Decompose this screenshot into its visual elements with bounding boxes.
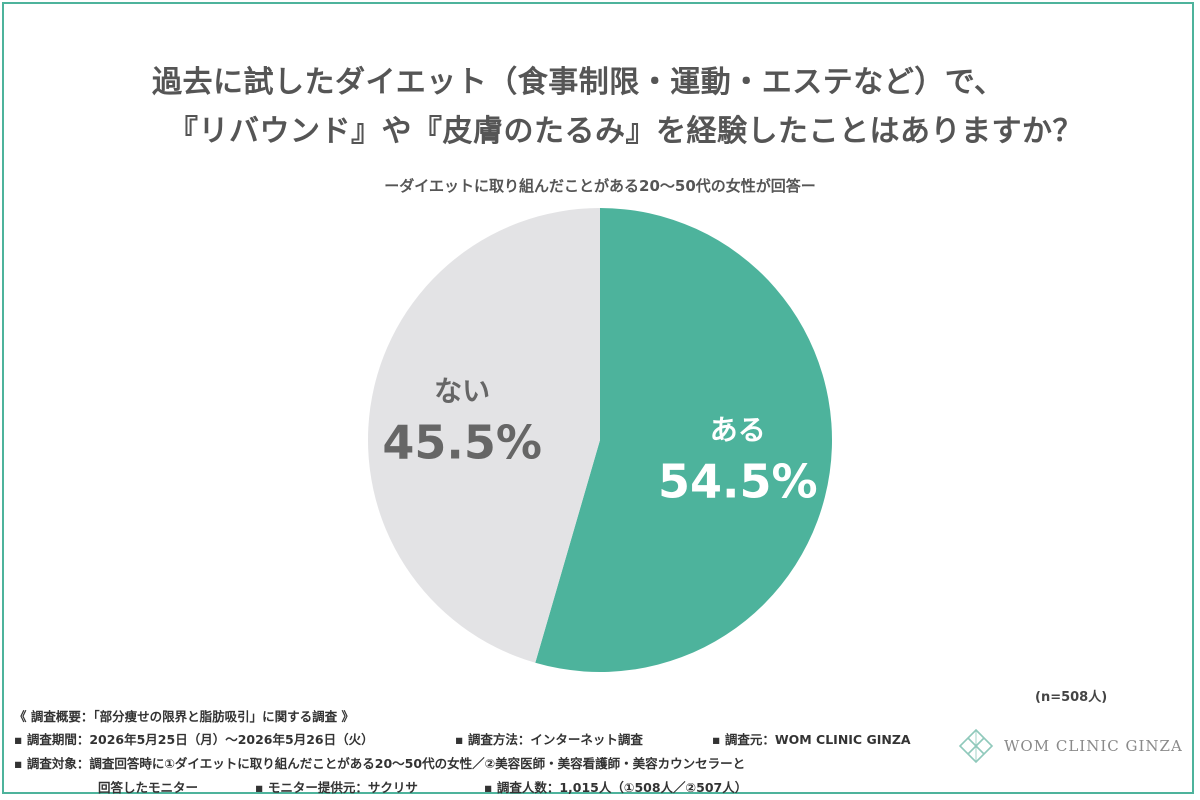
chart-title-line2: 『リバウンド』や『皮膚のたるみ』を経験したことはありますか？ xyxy=(168,114,1083,149)
pie-slice-0 xyxy=(535,208,832,672)
survey-count: ▪ 調査人数：1,015人（①508人／②507人） xyxy=(484,780,748,795)
sample-size-label: (n=508人) xyxy=(1035,690,1108,705)
survey-method: ▪ 調査方法：インターネット調査 xyxy=(455,732,643,747)
pie-slice-label-1: ない xyxy=(434,374,490,407)
survey-source: ▪ 調査元：WOM CLINIC GINZA xyxy=(712,732,911,747)
clinic-logo-text: WOM CLINIC GINZA xyxy=(1004,737,1183,755)
monitor-provider: ▪ モニター提供元：サクリサ xyxy=(255,780,418,795)
pie-slice-value-1: 45.5% xyxy=(382,415,542,469)
pie-slice-value-0: 54.5% xyxy=(658,455,818,509)
pie-slice-label-0: ある xyxy=(710,414,766,447)
diamond-lattice-logo-icon xyxy=(958,728,994,764)
survey-target-line2: 回答したモニター xyxy=(98,780,199,795)
clinic-logo: WOM CLINIC GINZA xyxy=(956,728,1183,764)
chart-title-line1: 過去に試したダイエット（食事制限・運動・エステなど）で、 xyxy=(152,65,1005,100)
survey-overview: 《 調査概要：「部分痩せの限界と脂肪吸引」に関する調査 》 xyxy=(14,709,354,724)
survey-target-line1: ▪ 調査対象：調査回答時に①ダイエットに取り組んだことがある20〜50代の女性／… xyxy=(14,756,746,771)
survey-period: ▪ 調査期間：2026年5月25日（月）〜2026年5月26日（火） xyxy=(14,732,374,747)
pie-slice-1 xyxy=(368,208,600,663)
chart-subtitle: ーダイエットに取り組んだことがある20〜50代の女性が回答ー xyxy=(384,177,816,195)
